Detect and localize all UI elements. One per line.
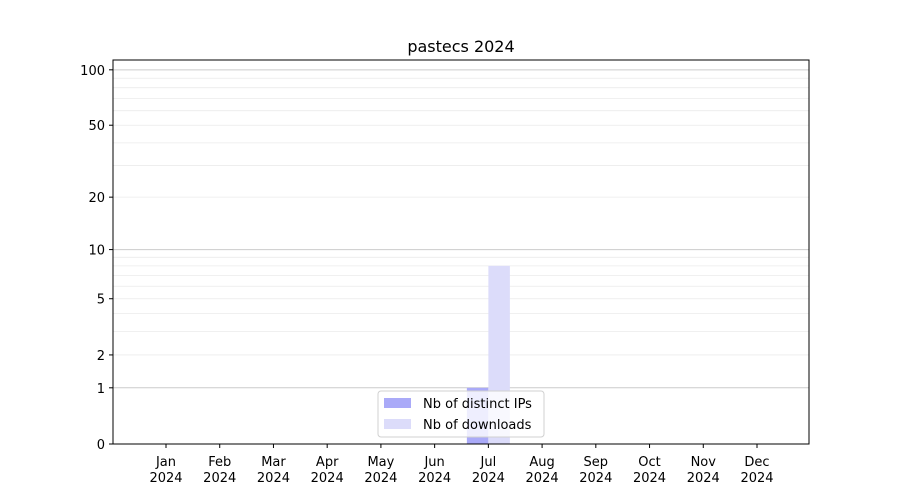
- legend-label: Nb of downloads: [423, 418, 532, 433]
- x-tick-label: Mar 2024: [257, 455, 290, 486]
- legend-label: Nb of distinct IPs: [423, 397, 532, 412]
- legend-swatch: [384, 398, 411, 408]
- y-tick-label: 20: [88, 191, 105, 206]
- y-tick-label: 10: [88, 244, 105, 259]
- y-tick-label: 0: [97, 438, 105, 453]
- y-tick-label: 100: [80, 64, 105, 79]
- y-tick-label: 50: [88, 119, 105, 134]
- x-tick-label: Dec 2024: [740, 455, 773, 486]
- y-tick-label: 1: [97, 382, 105, 397]
- x-tick-label: Aug 2024: [526, 455, 559, 486]
- x-tick-label: Jul 2024: [472, 455, 505, 486]
- x-tick-label: Apr 2024: [311, 455, 344, 486]
- x-tick-label: Jun 2024: [418, 455, 451, 486]
- x-tick-label: Nov 2024: [687, 455, 720, 486]
- y-tick-label: 2: [97, 349, 105, 364]
- x-tick-label: Oct 2024: [633, 455, 666, 486]
- y-tick-label: 5: [97, 293, 105, 308]
- plot-frame: [112, 59, 810, 445]
- legend: Nb of distinct IPs Nb of downloads: [377, 390, 545, 438]
- x-tick-label: Sep 2024: [579, 455, 612, 486]
- x-tick-label: Jan 2024: [149, 455, 182, 486]
- x-tick-label: Feb 2024: [203, 455, 236, 486]
- chart-title: pastecs 2024: [407, 37, 514, 56]
- legend-box: [377, 390, 545, 438]
- legend-swatch: [384, 419, 411, 429]
- x-tick-label: May 2024: [364, 455, 397, 486]
